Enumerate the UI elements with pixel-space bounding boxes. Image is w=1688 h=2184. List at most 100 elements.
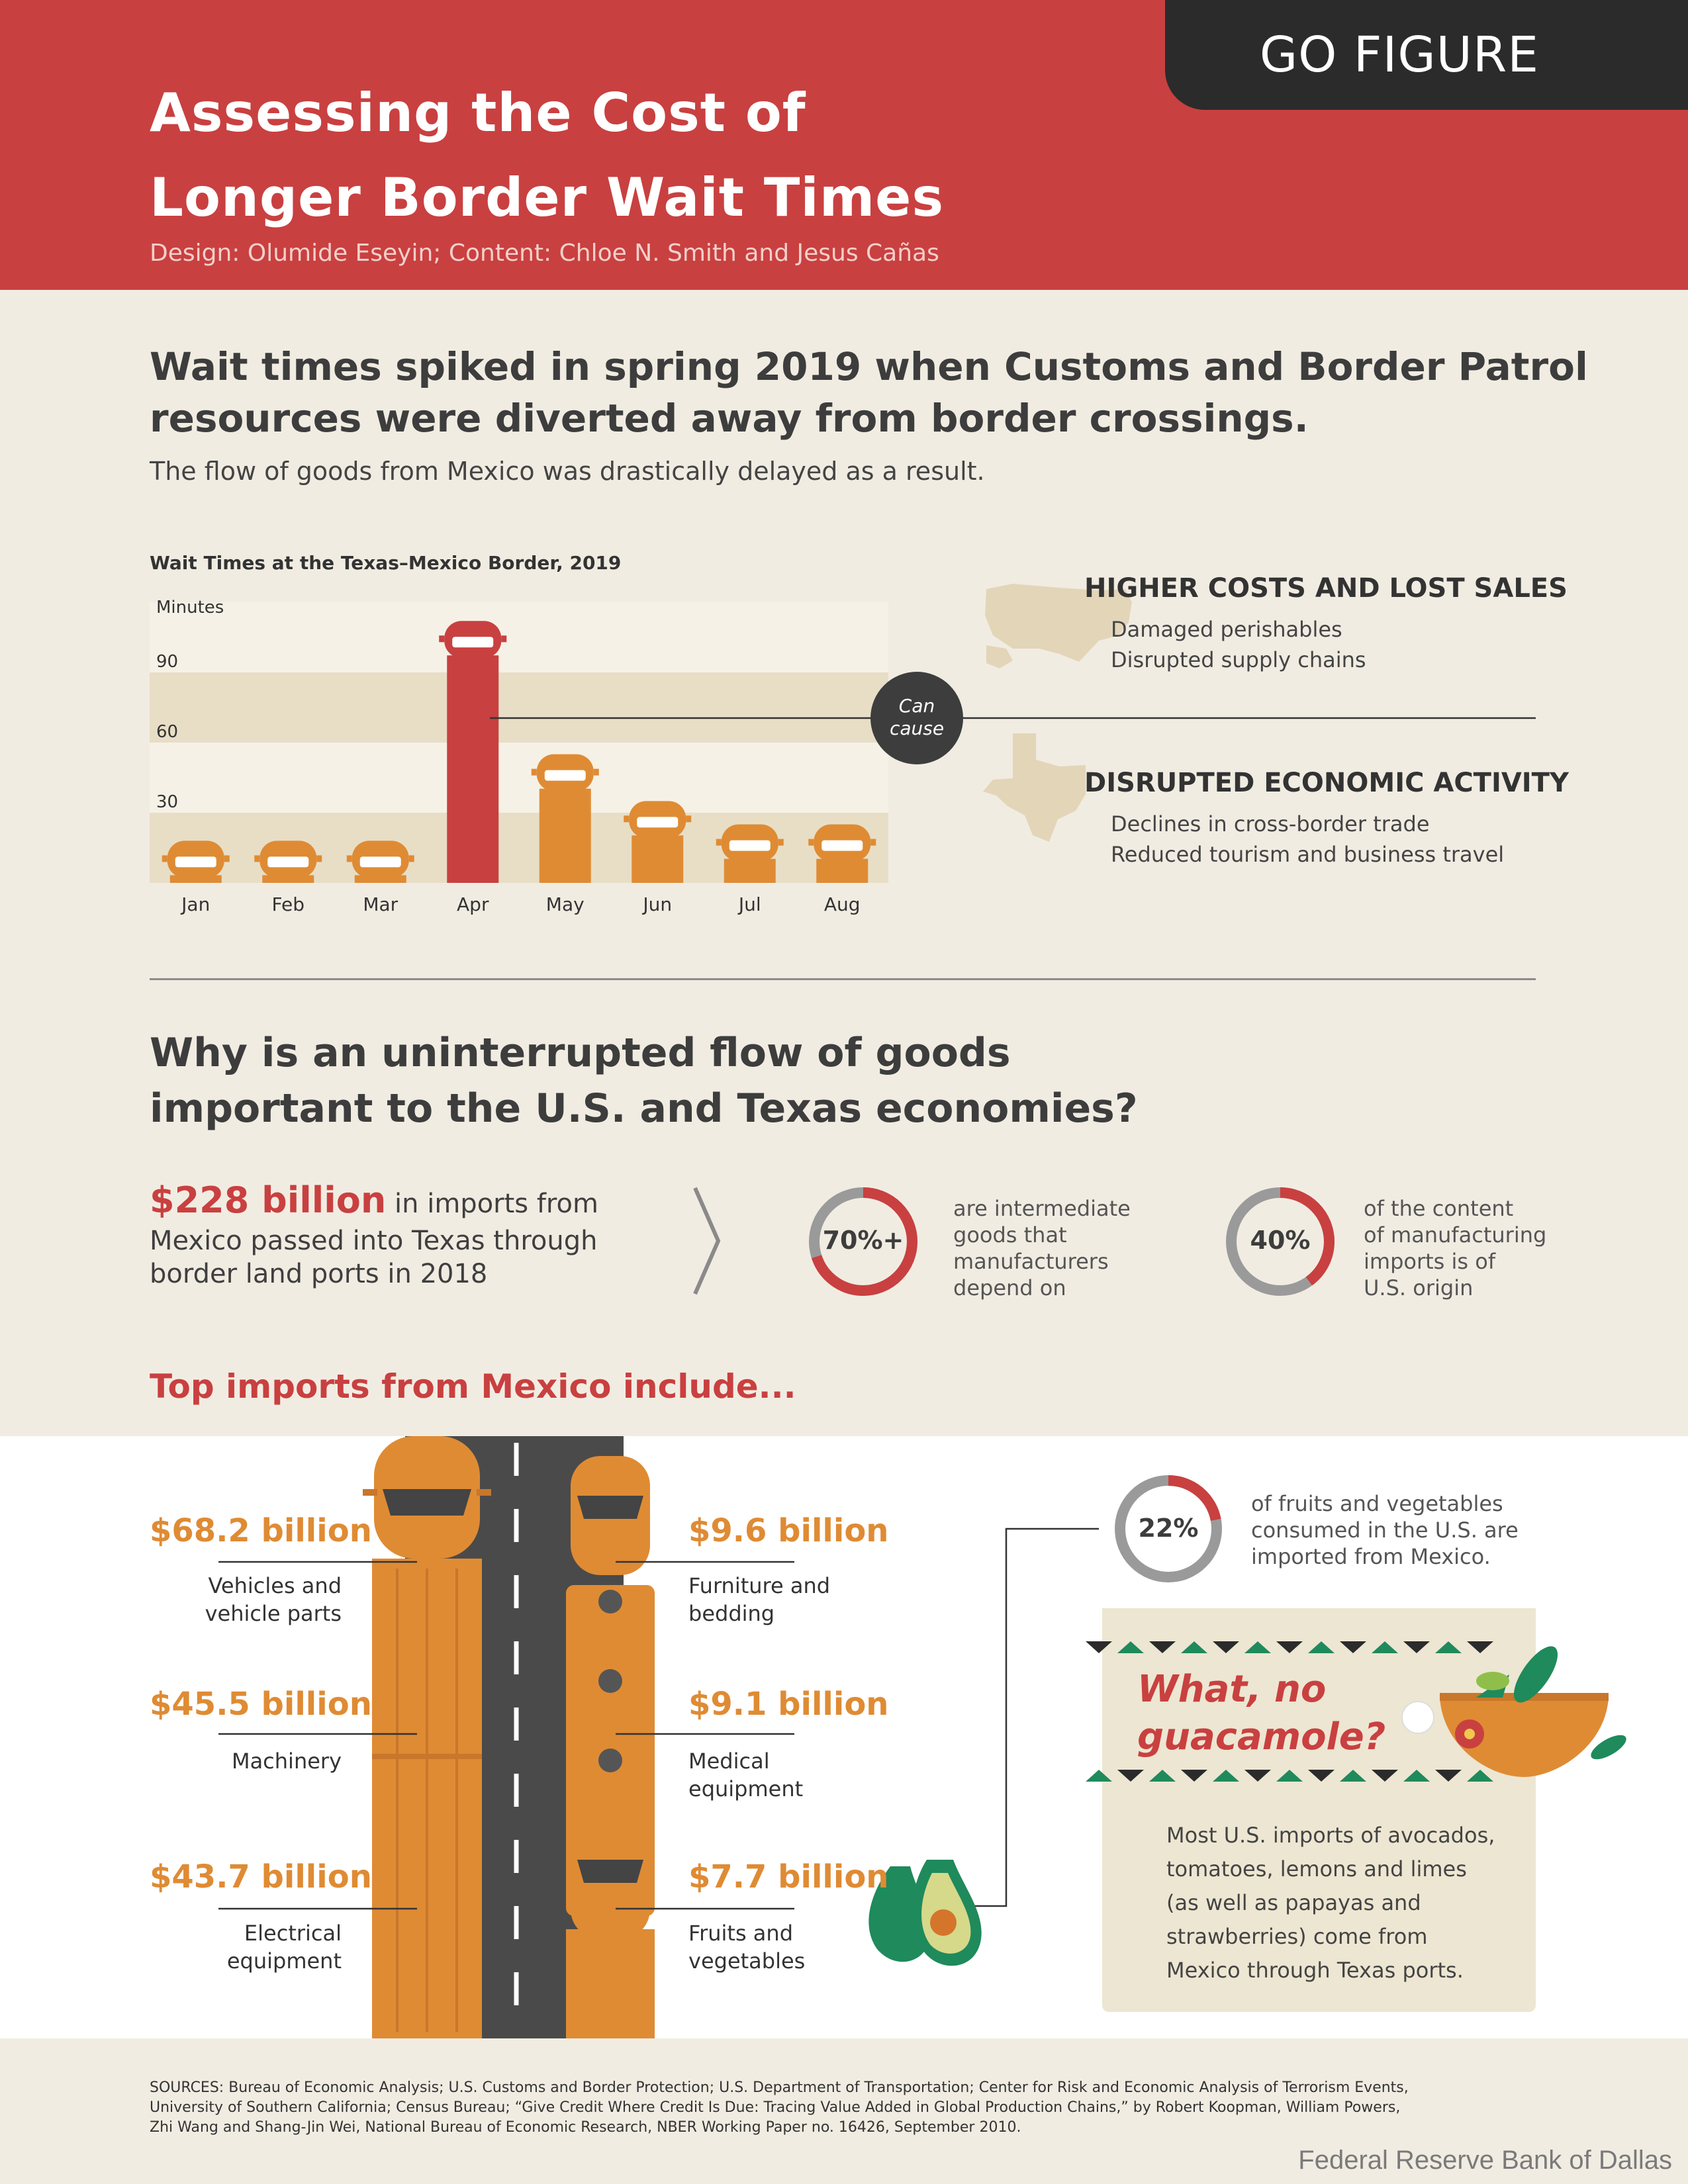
truck-windshield	[267, 856, 309, 868]
truck-mirror	[162, 855, 167, 862]
triangle-up	[1213, 1770, 1239, 1782]
truck-mirror	[408, 855, 414, 862]
road-illustration	[218, 1436, 1099, 2038]
import-label-furniture-1: Furniture and	[688, 1573, 831, 1598]
stat1-line-1: are intermediate	[953, 1196, 1131, 1221]
triangle-down	[1181, 1770, 1207, 1782]
triangle-up	[1340, 1770, 1366, 1782]
imports-amount-suffix: in imports from	[386, 1189, 598, 1219]
produce-connector-line	[973, 1527, 1099, 1907]
guac-line-2: tomatoes, lemons and limes	[1166, 1856, 1467, 1882]
truck-trailer	[354, 875, 406, 883]
bar-apr	[439, 621, 507, 883]
produce-ring-description: of fruits and vegetables consumed in the…	[1251, 1490, 1519, 1570]
truck-dot-3	[598, 1749, 622, 1772]
texas-map-icon	[983, 733, 1086, 842]
import-label-electrical-1: Electrical	[244, 1921, 342, 1946]
can-cause-label-1: Can	[899, 695, 935, 717]
section1-subhead: The flow of goods from Mexico was drasti…	[150, 457, 985, 486]
triangle-up	[1435, 1641, 1462, 1653]
truck-windshield	[544, 770, 586, 781]
triangle-down	[1403, 1641, 1430, 1653]
import-label-electrical-2: equipment	[226, 1948, 342, 1974]
import-amount-medical: $9.1 billion	[688, 1686, 889, 1723]
stat1-ring	[809, 1187, 917, 1296]
imports-amount-value: $228 billion	[150, 1179, 387, 1221]
truck-windshield	[175, 856, 216, 868]
topic1-item-1: Damaged perishables	[1111, 617, 1342, 642]
truck-windshield	[637, 817, 679, 828]
guacamole-title-1: What, no	[1137, 1668, 1326, 1711]
sources: SOURCES: Bureau of Economic Analysis; U.…	[150, 2078, 1540, 2138]
avocado-icon	[868, 1860, 982, 1966]
import-label-medical-1: Medical	[688, 1749, 770, 1774]
import-label-vehicles: Vehicles and vehicle parts	[150, 1572, 342, 1627]
produce-ring-value: 22%	[1138, 1514, 1199, 1543]
truck-trailer	[724, 858, 776, 883]
truck-trailer	[816, 858, 868, 883]
stat2-line-2: of manufacturing	[1364, 1222, 1547, 1248]
chart-band	[150, 672, 888, 743]
triangle-up	[1244, 1641, 1271, 1653]
import-amount-furniture: $9.6 billion	[688, 1512, 889, 1549]
section2-headline-line-1: Why is an uninterrupted flow of goods	[150, 1030, 1011, 1076]
truck-mirror	[686, 815, 692, 823]
x-tick-label: Apr	[457, 893, 489, 915]
guacamole-title-text-1: What, no	[1137, 1668, 1327, 1711]
stat2-line-1: of the content	[1364, 1196, 1514, 1221]
guacamole-body: Most U.S. imports of avocados, tomatoes,…	[1166, 1819, 1495, 1987]
bar-jul	[716, 824, 784, 883]
import-label-medical-2: equipment	[688, 1776, 804, 1801]
import-label-medical: Medical equipment	[688, 1747, 803, 1803]
produce-line-3: imported from Mexico.	[1251, 1544, 1491, 1569]
bar-aug	[808, 824, 876, 883]
stat1-line-2: goods that	[953, 1222, 1067, 1248]
triangle-down	[1308, 1770, 1335, 1782]
import-label-fruits: Fruits and vegetables	[688, 1919, 805, 1975]
truck-windshield	[821, 840, 863, 851]
bar-mar	[346, 841, 414, 883]
section-divider	[150, 978, 1536, 980]
right-leader-lines	[616, 1561, 794, 1910]
bowl-icon	[1440, 1646, 1626, 1777]
x-tick-label: Feb	[271, 893, 305, 915]
stat2-value: 40%	[1250, 1226, 1311, 1255]
x-tick-label: Jan	[180, 893, 210, 915]
import-label-vehicles-1: Vehicles and	[208, 1573, 342, 1598]
truck-windshield	[452, 637, 494, 648]
imports-text-2: Mexico passed into Texas through	[150, 1226, 598, 1256]
truck-mirror	[531, 768, 537, 776]
truck-trailer	[169, 875, 222, 883]
triangle-up	[1372, 1641, 1398, 1653]
chart-title: Wait Times at the Texas–Mexico Border, 2…	[150, 552, 622, 574]
imports-amount: $228 billion in imports from	[150, 1179, 598, 1221]
triangle-up	[1149, 1770, 1176, 1782]
sources-line-3: Zhi Wang and Shang-Jin Wei, National Bur…	[150, 2119, 1021, 2136]
bar-jan	[162, 841, 230, 883]
topic2-heading: DISRUPTED ECONOMIC ACTIVITY	[1084, 768, 1569, 798]
triangle-down	[1086, 1641, 1112, 1653]
produce-truck-icon	[566, 1820, 655, 2038]
stat2-description: of the content of manufacturing imports …	[1364, 1195, 1546, 1301]
triangle-border-bottom	[1086, 1770, 1493, 1782]
flower-icon	[1401, 1701, 1484, 1749]
y-axis-label: Minutes	[156, 598, 224, 617]
truck-mirror	[501, 635, 507, 643]
truck-mirror	[870, 839, 876, 846]
triangle-down	[1372, 1770, 1398, 1782]
truck-mirror	[439, 635, 445, 643]
stat2-ring	[1226, 1187, 1335, 1296]
section2-headline-line-2: important to the U.S. and Texas economie…	[150, 1085, 1138, 1132]
triangle-up	[1308, 1641, 1335, 1653]
stat1-line-4: depend on	[953, 1275, 1066, 1300]
import-amount-vehicles: $68.2 billion	[150, 1512, 372, 1549]
truck-windshield	[359, 856, 401, 868]
import-label-machinery: Machinery	[231, 1749, 342, 1774]
imports-text-3: border land ports in 2018	[150, 1259, 488, 1289]
truck-mirror	[346, 855, 352, 862]
x-tick-label: Aug	[824, 893, 861, 915]
import-label-furniture: Furniture and bedding	[688, 1572, 830, 1627]
triangle-up	[1403, 1770, 1430, 1782]
guac-line-5: Mexico through Texas ports.	[1166, 1958, 1464, 1983]
